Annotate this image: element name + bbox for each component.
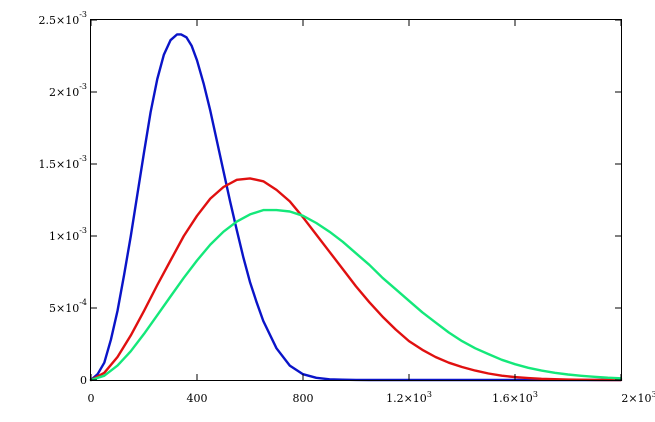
y-tick-label: 0 [80,374,87,387]
y-tick-label: 5×10-4 [49,298,87,315]
x-tick-label: 0 [88,392,95,405]
x-tick-label: 800 [293,392,314,405]
series-line-3 [89,208,623,382]
x-tick-label: 1.2×103 [386,390,432,405]
x-tick-label: 2×103 [621,390,655,405]
x-tick-label: 400 [187,392,208,405]
plot-frame [90,19,622,381]
series-line-1 [89,33,623,382]
y-tick-label: 2.5×10-3 [38,10,87,27]
y-tick-label: 2×10-3 [49,82,87,99]
tick-layer [90,19,622,381]
x-tick-label: 1.6×103 [492,390,538,405]
y-tick-label: 1×10-3 [49,226,87,243]
tick-label-layer: 0 400 800 1.2×103 1.6×103 2×103 0 5×10-4 1×10-3 1… [38,10,655,405]
y-tick-label: 1.5×10-3 [38,154,87,171]
series-layer [89,33,623,382]
series-line-2 [89,177,623,382]
